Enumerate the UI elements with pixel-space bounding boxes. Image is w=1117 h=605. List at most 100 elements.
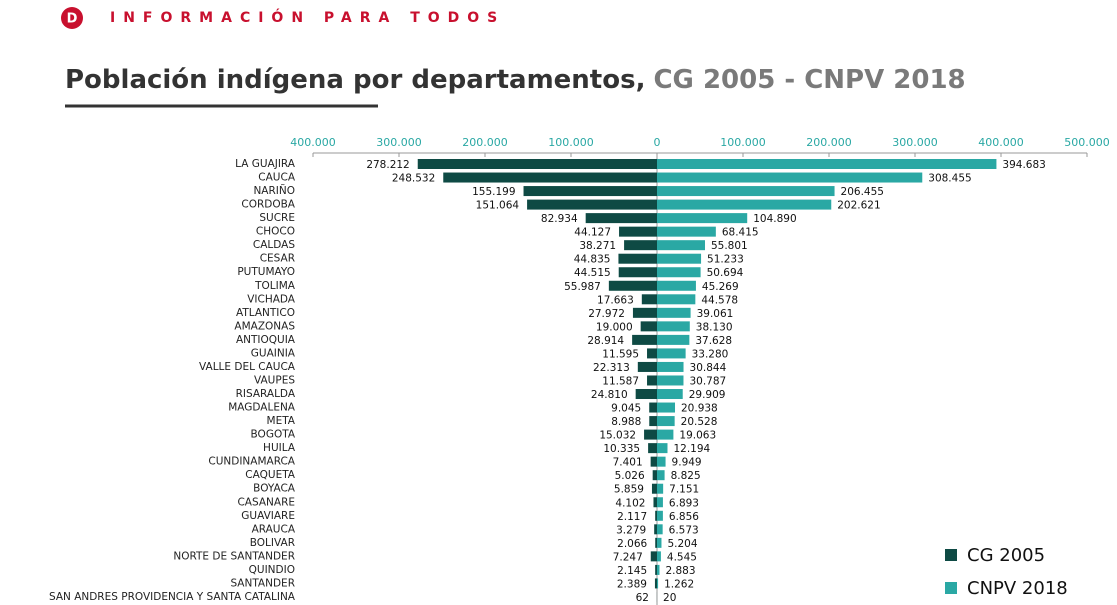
bar — [523, 186, 657, 197]
bar — [644, 429, 657, 440]
bar — [657, 375, 684, 386]
value-label: 4.102 — [615, 497, 645, 509]
bar — [657, 348, 686, 359]
value-label: 50.694 — [707, 267, 744, 279]
value-label: 20.938 — [681, 403, 718, 415]
bar — [657, 443, 668, 454]
brand-text: INFORMACIÓN PARA TODOS — [110, 8, 505, 26]
category-label: CASANARE — [237, 496, 295, 508]
chart-title: Población indígena por departamentos, CG … — [65, 65, 966, 95]
bar — [657, 361, 684, 372]
category-label: NORTE DE SANTANDER — [173, 550, 295, 562]
x-tick-label: 400.000 — [978, 136, 1024, 149]
bar — [657, 321, 690, 332]
value-label: 27.972 — [588, 308, 625, 320]
category-label: META — [267, 415, 296, 427]
value-label: 10.335 — [603, 443, 640, 455]
value-label: 6.573 — [669, 524, 699, 536]
value-label: 55.801 — [711, 240, 748, 252]
bar — [657, 497, 663, 508]
value-label: 33.280 — [692, 348, 729, 360]
value-label: 11.587 — [602, 375, 639, 387]
x-tick-label: 0 — [654, 136, 661, 149]
bar — [657, 199, 832, 210]
legend-swatch — [945, 549, 957, 561]
bar — [657, 483, 664, 494]
category-label: ANTIOQUIA — [236, 334, 296, 346]
bar — [417, 159, 657, 169]
bar — [635, 389, 657, 400]
category-label: BOGOTA — [251, 429, 296, 441]
value-label: 5.204 — [667, 538, 697, 550]
value-label: 30.787 — [689, 375, 726, 387]
bar — [654, 578, 657, 589]
bar — [443, 172, 657, 183]
bar — [650, 551, 657, 562]
bar — [652, 470, 657, 481]
bar — [657, 213, 748, 224]
value-label: 19.000 — [596, 321, 633, 333]
x-tick-label: 300.000 — [376, 136, 422, 149]
category-label: BOYACA — [253, 483, 296, 495]
value-label: 308.455 — [928, 173, 971, 185]
bar — [527, 199, 657, 210]
x-tick-label: 200.000 — [462, 136, 508, 149]
bar — [653, 497, 657, 508]
bar — [657, 172, 923, 183]
bar — [655, 537, 657, 548]
category-label: PUTUMAYO — [237, 266, 295, 278]
value-label: 2.117 — [617, 511, 647, 523]
bar — [649, 416, 657, 427]
category-label: BOLIVAR — [250, 537, 295, 549]
logo — [61, 7, 83, 29]
category-label: HUILA — [263, 442, 296, 454]
title-main: Población indígena por departamentos, — [65, 65, 645, 95]
value-label: 7.151 — [669, 484, 699, 496]
value-label: 30.844 — [690, 362, 727, 374]
category-label: QUINDIO — [249, 564, 295, 576]
bar — [655, 510, 657, 521]
bar — [637, 361, 657, 372]
value-label: 6.856 — [669, 511, 699, 523]
bar — [657, 280, 696, 291]
bar — [654, 524, 657, 535]
category-label: SUCRE — [259, 212, 295, 224]
legend-swatch — [945, 582, 957, 594]
bar — [618, 267, 657, 278]
category-label: VAUPES — [254, 374, 295, 386]
value-label: 3.279 — [616, 524, 646, 536]
value-label: 151.064 — [476, 200, 520, 212]
bar — [632, 334, 657, 345]
value-label: 55.987 — [564, 281, 601, 293]
category-label: VICHADA — [247, 293, 296, 305]
value-label: 155.199 — [472, 186, 515, 198]
category-label: CHOCO — [256, 226, 295, 238]
value-label: 20.528 — [681, 416, 718, 428]
value-label: 44.578 — [701, 294, 738, 306]
x-tick-label: 100.000 — [720, 136, 766, 149]
value-label: 29.909 — [689, 389, 726, 401]
category-label: AMAZONAS — [234, 320, 295, 332]
value-label: 5.859 — [614, 484, 644, 496]
value-label: 9.949 — [672, 457, 702, 469]
x-tick-label: 500.000 — [1064, 136, 1110, 149]
value-label: 206.455 — [841, 186, 884, 198]
bar — [657, 564, 660, 575]
legend-label: CNPV 2018 — [967, 578, 1068, 599]
bar — [650, 456, 657, 467]
bar — [657, 307, 691, 318]
value-label: 5.026 — [615, 470, 645, 482]
value-label: 248.532 — [392, 173, 435, 185]
value-label: 24.810 — [591, 389, 628, 401]
value-label: 39.061 — [697, 308, 734, 320]
bar — [657, 389, 683, 400]
value-label: 2.389 — [617, 578, 647, 590]
x-tick-label: 200.000 — [806, 136, 852, 149]
bar — [657, 267, 701, 278]
value-label: 6.893 — [669, 497, 699, 509]
category-label: CUNDINAMARCA — [208, 456, 295, 468]
category-label: LA GUAJIRA — [235, 158, 296, 170]
category-label: RISARALDA — [236, 388, 296, 400]
value-label: 2.883 — [665, 565, 695, 577]
